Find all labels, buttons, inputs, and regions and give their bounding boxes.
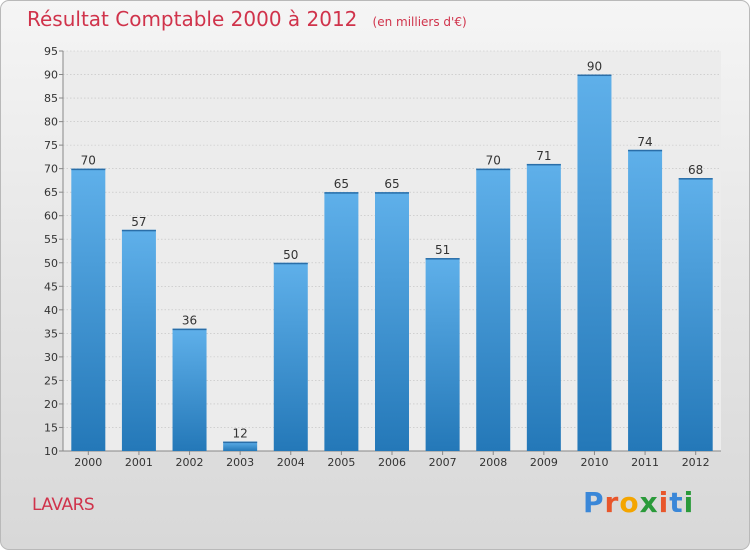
- bar: [223, 441, 258, 451]
- bar: [324, 192, 359, 452]
- bar-value-label: 74: [637, 135, 652, 149]
- y-tick-label: 15: [44, 421, 58, 434]
- y-tick-label: 65: [44, 186, 58, 199]
- logo-letter: P: [583, 486, 605, 519]
- bar-top-edge: [324, 192, 359, 194]
- chart-unit: (en milliers d'€): [372, 15, 467, 29]
- logo-letter: r: [604, 486, 620, 519]
- bar-value-label: 51: [435, 243, 450, 257]
- commune-name: LAVARS: [32, 495, 95, 515]
- bar-value-label: 65: [334, 177, 349, 191]
- proxiti-logo[interactable]: Proxiti: [583, 486, 694, 519]
- y-tick-label: 55: [44, 233, 58, 246]
- chart-title: Résultat Comptable 2000 à 2012: [27, 7, 358, 31]
- bar-value-label: 36: [182, 314, 197, 328]
- x-tick-label: 2007: [429, 456, 457, 469]
- bar-value-label: 71: [536, 149, 551, 163]
- bar-top-edge: [172, 328, 207, 331]
- logo-letter: i: [658, 486, 670, 519]
- bar: [678, 178, 713, 451]
- x-tick-label: 2008: [479, 456, 507, 469]
- y-tick-label: 60: [44, 210, 58, 223]
- bar-top-edge: [577, 74, 612, 77]
- bar-value-label: 65: [384, 177, 399, 191]
- bar-value-label: 68: [688, 163, 703, 177]
- bar-top-edge: [526, 163, 561, 166]
- bar-value-label: 90: [587, 60, 602, 74]
- bar-top-edge: [375, 192, 409, 194]
- y-tick-label: 90: [44, 69, 58, 82]
- x-tick-label: 2003: [226, 456, 254, 469]
- bar-top-edge: [628, 149, 663, 152]
- y-tick-label: 40: [44, 304, 58, 317]
- bar-top-edge: [476, 168, 511, 171]
- y-tick-label: 45: [44, 280, 58, 293]
- bar: [628, 149, 663, 451]
- logo-letter: o: [619, 486, 640, 519]
- x-tick-label: 2009: [530, 456, 558, 469]
- bar-value-label: 57: [131, 215, 146, 229]
- bar-value-label: 50: [283, 248, 298, 262]
- bar-top-edge: [273, 262, 308, 265]
- bar-top-edge: [71, 168, 106, 171]
- logo-letter: t: [669, 486, 684, 519]
- bar-top-edge: [121, 229, 156, 232]
- bar: [172, 328, 207, 451]
- y-tick-label: 20: [44, 398, 58, 411]
- bar: [476, 168, 511, 451]
- x-tick-label: 2011: [631, 456, 659, 469]
- y-tick-label: 75: [44, 139, 58, 152]
- bar-top-edge: [425, 258, 460, 260]
- bar-value-label: 70: [81, 154, 96, 168]
- y-tick-label: 70: [44, 163, 58, 176]
- x-tick-label: 2012: [682, 456, 710, 469]
- bar: [577, 74, 612, 451]
- bar-top-edge: [678, 178, 713, 180]
- x-tick-label: 2005: [327, 456, 355, 469]
- y-tick-label: 35: [44, 327, 58, 340]
- bar-top-edge: [223, 441, 258, 444]
- bar: [425, 258, 460, 451]
- x-tick-label: 2000: [74, 456, 102, 469]
- bar-value-label: 12: [233, 427, 248, 441]
- y-tick-label: 95: [44, 45, 58, 58]
- bar: [375, 192, 409, 452]
- x-tick-label: 2006: [378, 456, 406, 469]
- bar: [273, 262, 308, 451]
- y-tick-label: 25: [44, 374, 58, 387]
- y-tick-label: 50: [44, 257, 58, 270]
- x-tick-label: 2004: [277, 456, 305, 469]
- bar: [526, 163, 561, 452]
- bar-value-label: 70: [486, 154, 501, 168]
- x-tick-label: 2010: [580, 456, 608, 469]
- bar: [121, 229, 156, 451]
- y-tick-label: 30: [44, 351, 58, 364]
- logo-letter: i: [683, 486, 695, 519]
- chart-title-block: Résultat Comptable 2000 à 2012 (en milli…: [27, 7, 467, 31]
- y-tick-label: 85: [44, 92, 58, 105]
- x-tick-label: 2002: [176, 456, 204, 469]
- y-tick-label: 80: [44, 116, 58, 129]
- logo-letter: x: [639, 486, 659, 519]
- y-tick-label: 10: [44, 445, 58, 458]
- x-tick-label: 2001: [125, 456, 153, 469]
- bar: [71, 168, 106, 451]
